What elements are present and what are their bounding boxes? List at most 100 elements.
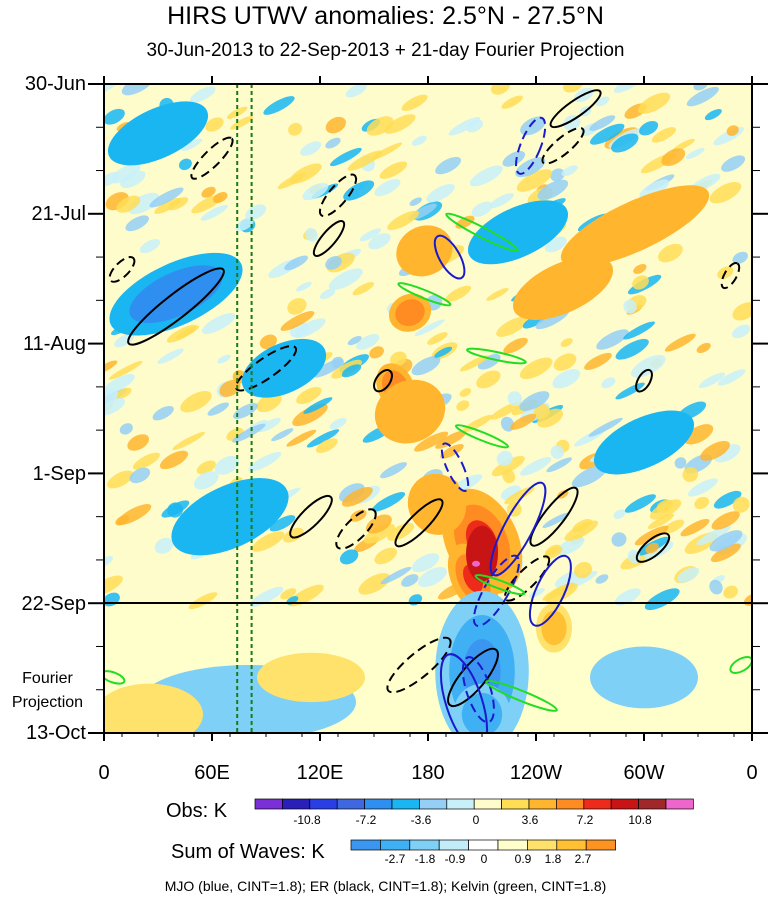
anomaly-speckle	[434, 346, 453, 358]
anomaly-speckle	[519, 357, 553, 380]
anomaly-speckle	[411, 356, 441, 376]
obs-colorbar-swatch	[419, 798, 448, 810]
waves-colorbar-title: Sum of Waves: K	[171, 841, 325, 863]
anomaly-speckle	[280, 588, 297, 600]
anomaly-speckle	[445, 285, 472, 302]
er-contour	[529, 486, 579, 547]
anomaly-speckle	[418, 566, 447, 588]
projection-feature	[461, 692, 503, 733]
er-contour	[635, 532, 671, 563]
anomaly-speckle	[732, 251, 748, 265]
fourier-label-line2: Projection	[11, 694, 84, 711]
anomaly-speckle	[709, 579, 723, 595]
anomaly-speckle	[104, 108, 125, 125]
anomaly-speckle	[685, 147, 705, 160]
anomaly-speckle	[159, 450, 189, 470]
anomaly-speckle	[180, 390, 212, 413]
anomaly-speckle	[723, 585, 738, 599]
anomaly-speckle	[104, 398, 126, 416]
x-tick-label: 120E	[296, 762, 344, 784]
anomaly-speckle	[677, 567, 700, 583]
anomaly-speckle	[696, 342, 711, 354]
anomaly-speckle	[698, 372, 726, 389]
x-tick-label: 60E	[194, 762, 230, 784]
anomaly-speckle	[283, 527, 304, 543]
anomaly-speckle	[271, 428, 294, 442]
anomaly-speckle	[543, 546, 563, 560]
anomaly-speckle	[287, 298, 307, 315]
er-contour	[312, 220, 346, 257]
waves-colorbar-swatch	[468, 839, 499, 851]
anomaly-speckle	[502, 469, 516, 484]
anomaly-speckle	[456, 400, 470, 411]
obs-colorbar-swatch	[364, 798, 393, 810]
anomaly-speckle	[219, 379, 241, 397]
obs-colorbar-label: 7.2	[576, 813, 594, 827]
anomaly-speckle	[632, 275, 649, 290]
anomaly-speckle	[588, 417, 623, 437]
anomaly-speckle	[656, 499, 674, 513]
anomaly-speckle	[556, 536, 585, 556]
anomaly-speckle	[259, 334, 277, 350]
obs-colorbar-swatch	[254, 798, 283, 810]
projection-feature	[541, 610, 567, 646]
anomaly-speckle	[157, 348, 184, 364]
anomaly-speckle	[374, 179, 401, 197]
anomaly-speckle	[502, 151, 526, 167]
x-tick-label: 180	[411, 762, 445, 784]
anomaly-speckle	[496, 316, 528, 337]
anomaly-speckle	[682, 466, 699, 483]
waves-colorbar-swatch	[350, 839, 381, 851]
obs-colorbar-swatch	[446, 798, 475, 810]
mjo-contour	[440, 442, 470, 493]
anomaly-speckle	[119, 423, 133, 435]
anomaly-feature	[512, 256, 614, 320]
anomaly-speckle	[466, 119, 484, 133]
anomaly-speckle	[732, 302, 752, 321]
waves-colorbar-label: 0.9	[514, 852, 532, 866]
anomaly-speckle	[721, 155, 746, 172]
anomaly-speckle	[120, 170, 146, 189]
y-tick-label: 21-Jul	[31, 203, 86, 225]
anomaly-speckle	[624, 494, 656, 513]
waves-colorbar-label: 2.7	[574, 852, 592, 866]
anomaly-feature	[107, 101, 209, 166]
anomaly-speckle	[312, 358, 344, 378]
obs-colorbar-swatch	[309, 798, 338, 810]
x-tick-label: 0	[746, 762, 758, 784]
anomaly-speckle	[401, 94, 428, 111]
anomaly-speckle	[200, 204, 229, 221]
obs-colorbar-swatch	[583, 798, 612, 810]
anomaly-speckle	[713, 490, 742, 509]
anomaly-speckle	[288, 584, 324, 607]
obs-colorbar-label: 10.8	[628, 813, 652, 827]
y-tick-label: 13-Oct	[25, 722, 86, 744]
anomaly-speckle	[732, 496, 750, 513]
er-contour	[720, 262, 741, 290]
waves-colorbar-label: 0	[480, 852, 488, 866]
waves-colorbar-swatch	[380, 839, 411, 851]
anomaly-speckle	[633, 264, 647, 274]
er-contour	[318, 173, 358, 218]
anomaly-speckle	[196, 460, 216, 475]
anomaly-speckle	[490, 84, 511, 95]
anomaly-speckle	[674, 457, 687, 469]
anomaly-speckle	[510, 413, 537, 430]
anomaly-speckle	[574, 561, 593, 579]
anomaly-speckle	[614, 588, 641, 606]
waves-colorbar-label: -0.9	[444, 852, 466, 866]
kelvin-contour	[104, 670, 126, 685]
anomaly-speckle	[207, 402, 230, 416]
anomaly-speckle	[217, 354, 231, 364]
anomaly-speckle	[572, 518, 593, 533]
anomaly-speckle	[379, 161, 408, 179]
anomaly-speckle	[235, 217, 254, 232]
er-contour	[386, 636, 452, 694]
anomaly-feature	[467, 200, 569, 265]
anomaly-speckle	[507, 391, 523, 407]
er-contour	[635, 368, 653, 393]
anomaly-speckle	[161, 500, 190, 518]
anomaly-speckle	[709, 530, 743, 552]
waves-colorbar-label: -2.7	[384, 852, 406, 866]
